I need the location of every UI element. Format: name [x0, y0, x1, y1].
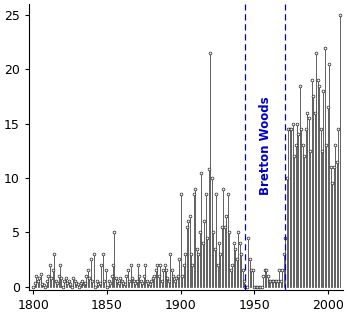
Text: Bretton Woods: Bretton Woods: [259, 96, 272, 195]
